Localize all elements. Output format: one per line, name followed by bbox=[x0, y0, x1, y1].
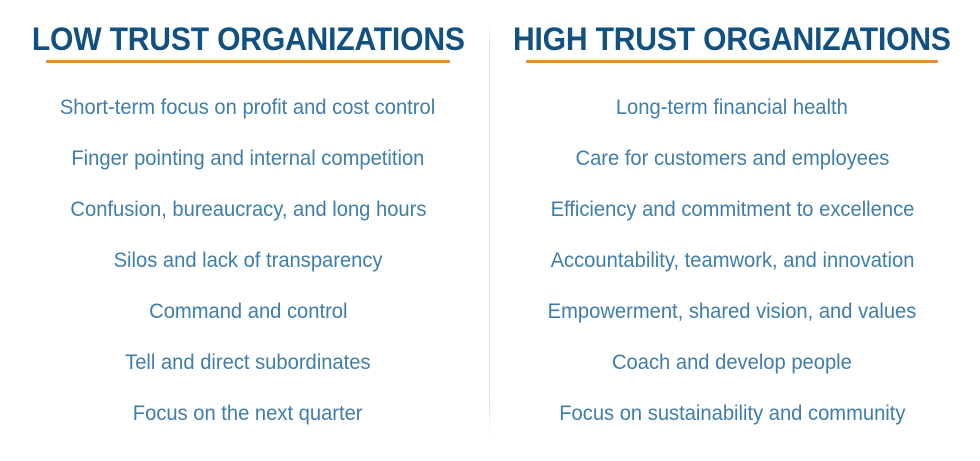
list-item: Focus on sustainability and community bbox=[558, 401, 906, 425]
column-divider bbox=[489, 24, 490, 442]
list-item: Accountability, teamwork, and innovation bbox=[550, 248, 914, 272]
column-heading-group-low-trust: LOW TRUST ORGANIZATIONS bbox=[31, 21, 465, 63]
list-item: Short-term focus on profit and cost cont… bbox=[60, 95, 436, 119]
list-item: Finger pointing and internal competition bbox=[71, 146, 425, 170]
column-high-trust: HIGH TRUST ORGANIZATIONS Long-term finan… bbox=[490, 0, 980, 461]
list-item: Silos and lack of transparency bbox=[113, 248, 383, 272]
column-heading-low-trust: LOW TRUST ORGANIZATIONS bbox=[31, 21, 465, 57]
item-list-high-trust: Long-term financial health Care for cust… bbox=[516, 82, 948, 439]
list-item: Efficiency and commitment to excellence bbox=[550, 197, 914, 221]
list-item: Command and control bbox=[148, 299, 348, 323]
list-item: Coach and develop people bbox=[612, 350, 852, 374]
list-item: Empowerment, shared vision, and values bbox=[547, 299, 917, 323]
list-item: Focus on the next quarter bbox=[133, 401, 363, 425]
heading-underline-high-trust bbox=[526, 60, 938, 63]
column-heading-group-high-trust: HIGH TRUST ORGANIZATIONS bbox=[513, 21, 951, 63]
column-heading-high-trust: HIGH TRUST ORGANIZATIONS bbox=[513, 21, 951, 57]
list-item: Care for customers and employees bbox=[575, 146, 889, 170]
item-list-low-trust: Short-term focus on profit and cost cont… bbox=[32, 82, 464, 439]
list-item: Confusion, bureaucracy, and long hours bbox=[69, 197, 427, 221]
heading-underline-low-trust bbox=[46, 60, 450, 63]
column-low-trust: LOW TRUST ORGANIZATIONS Short-term focus… bbox=[31, 21, 465, 439]
list-item: Long-term financial health bbox=[616, 95, 848, 119]
list-item: Tell and direct subordinates bbox=[125, 350, 371, 374]
